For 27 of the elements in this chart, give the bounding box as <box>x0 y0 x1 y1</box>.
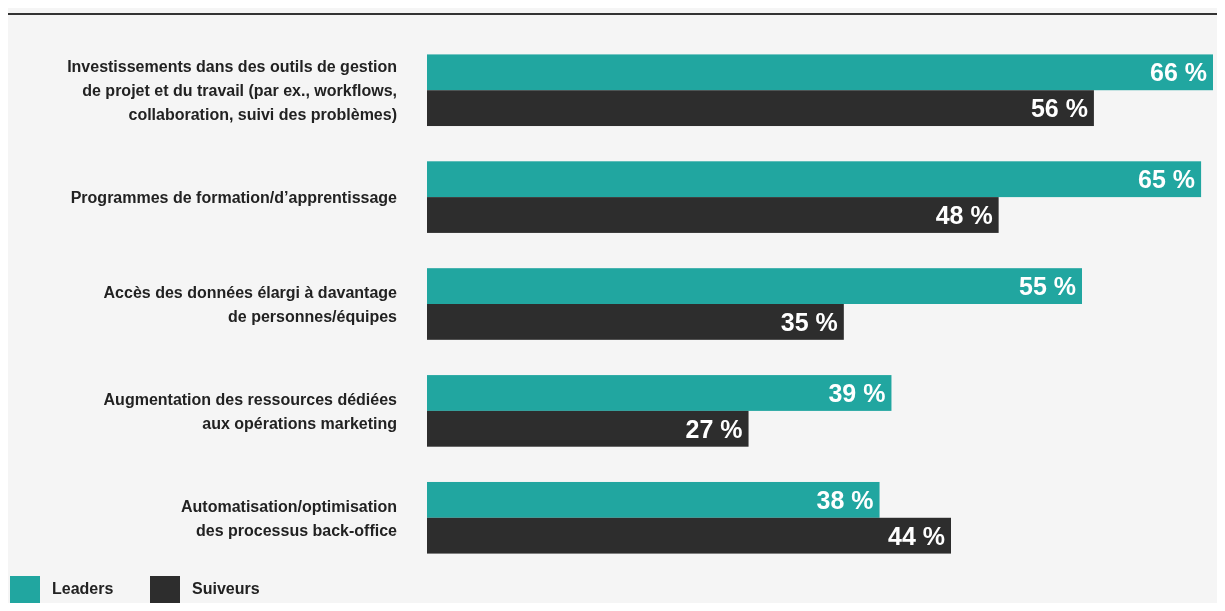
bar <box>427 375 892 411</box>
bar <box>427 268 1082 304</box>
y-tick-label: Automatisation/optimisation des processus back-office <box>181 497 398 539</box>
legend-label: Leaders <box>52 579 114 597</box>
legend-label: Suiveurs <box>192 579 260 597</box>
y-tick-label: Investissements dans des outils de gestion de projet et du travail (par ex., workflows, collaboration, suivi des problèmes) <box>67 57 397 123</box>
data-label: 66 % <box>1150 58 1207 87</box>
data-label: 35 % <box>780 307 838 336</box>
bar <box>427 517 951 554</box>
y-tick-label: Accès des données élargi à davantage de personnes/équipes <box>103 283 398 325</box>
data-label: 55 % <box>1019 272 1076 301</box>
bar <box>427 197 999 233</box>
data-label: 65 % <box>1138 165 1196 194</box>
data-label: 38 % <box>816 485 874 514</box>
data-label: 44 % <box>888 521 945 550</box>
bar <box>427 304 844 340</box>
bar <box>427 90 1094 127</box>
data-label: 56 % <box>1030 94 1088 123</box>
bar <box>427 54 1213 91</box>
bar <box>427 161 1202 198</box>
data-label: 48 % <box>935 201 993 230</box>
y-tick-label: Augmentation des ressources dédiées aux opérations marketing <box>103 390 398 432</box>
data-label: 39 % <box>828 378 886 407</box>
bar <box>427 481 880 518</box>
y-tick-label: Programmes de formation/d’apprentissage <box>70 188 398 206</box>
bar <box>427 410 749 447</box>
data-label: 27 % <box>685 414 743 443</box>
